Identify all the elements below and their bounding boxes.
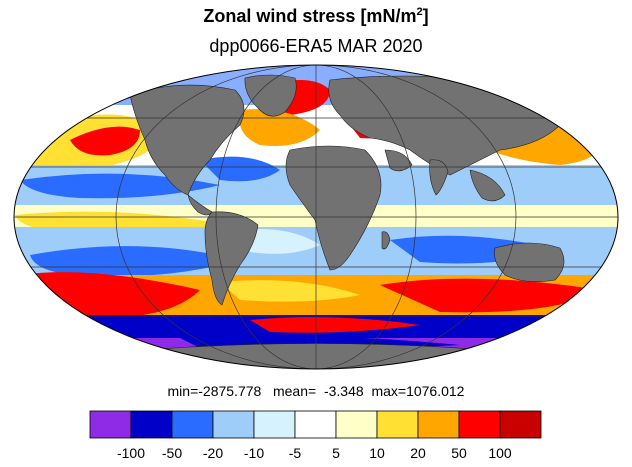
wind-patch-north-atlantic-2 xyxy=(239,109,320,146)
colorbar-tick-label: -20 xyxy=(203,445,223,461)
colorbar-box xyxy=(294,410,337,439)
map-outline xyxy=(13,64,619,370)
land-southeast-asia xyxy=(469,169,506,202)
wind-patch-south-indian-red xyxy=(380,278,600,313)
land-central-america xyxy=(187,194,213,216)
colorbar-tick-label: 100 xyxy=(488,445,512,461)
stats-line: min=-2875.778 mean= -3.348 max=1076.012 xyxy=(167,383,465,399)
colorbar-tick-label: -50 xyxy=(162,445,182,461)
colorbar-box xyxy=(499,410,542,439)
colorbar-box xyxy=(253,410,296,439)
map-title: Zonal wind stress [mN/m2] xyxy=(203,6,429,26)
colorbar-box xyxy=(376,410,419,439)
world-map xyxy=(13,64,619,370)
land-south-america xyxy=(204,211,259,306)
colorbar-box xyxy=(417,410,460,439)
colorbar-box xyxy=(212,410,255,439)
colorbar-tick-label: -5 xyxy=(289,445,302,461)
land-madagascar xyxy=(381,231,391,250)
colorbar-box xyxy=(130,410,173,439)
wind-patch-trade-south xyxy=(30,246,240,277)
land-north-america xyxy=(129,84,245,196)
colorbar-tick-label: 10 xyxy=(369,445,385,461)
map-subtitle: dpp0066-ERA5 MAR 2020 xyxy=(209,36,423,56)
colorbar-tick-label: 50 xyxy=(451,445,467,461)
colorbar-box xyxy=(89,410,132,439)
colorbar-tick-label: -10 xyxy=(244,445,264,461)
land-arabia xyxy=(384,149,413,172)
colorbar-box xyxy=(171,410,214,439)
land-greenland xyxy=(244,74,297,117)
wind-patch-south-atl-yellow xyxy=(220,280,360,302)
land-australia xyxy=(494,242,565,282)
colorbar-tick-label: -100 xyxy=(117,445,145,461)
colorbar-box xyxy=(458,410,501,439)
colorbar-tick-label: 5 xyxy=(332,445,340,461)
colorbar-tick-label: 20 xyxy=(410,445,426,461)
wind-patch-south-atl xyxy=(240,229,320,254)
land-india xyxy=(429,159,449,196)
wind-patch-southern-ocean-red xyxy=(250,316,420,333)
graticule xyxy=(14,65,618,369)
wind-patch-north-pacific-red xyxy=(70,126,140,156)
land-africa xyxy=(285,145,382,271)
colorbar-box xyxy=(335,410,378,439)
